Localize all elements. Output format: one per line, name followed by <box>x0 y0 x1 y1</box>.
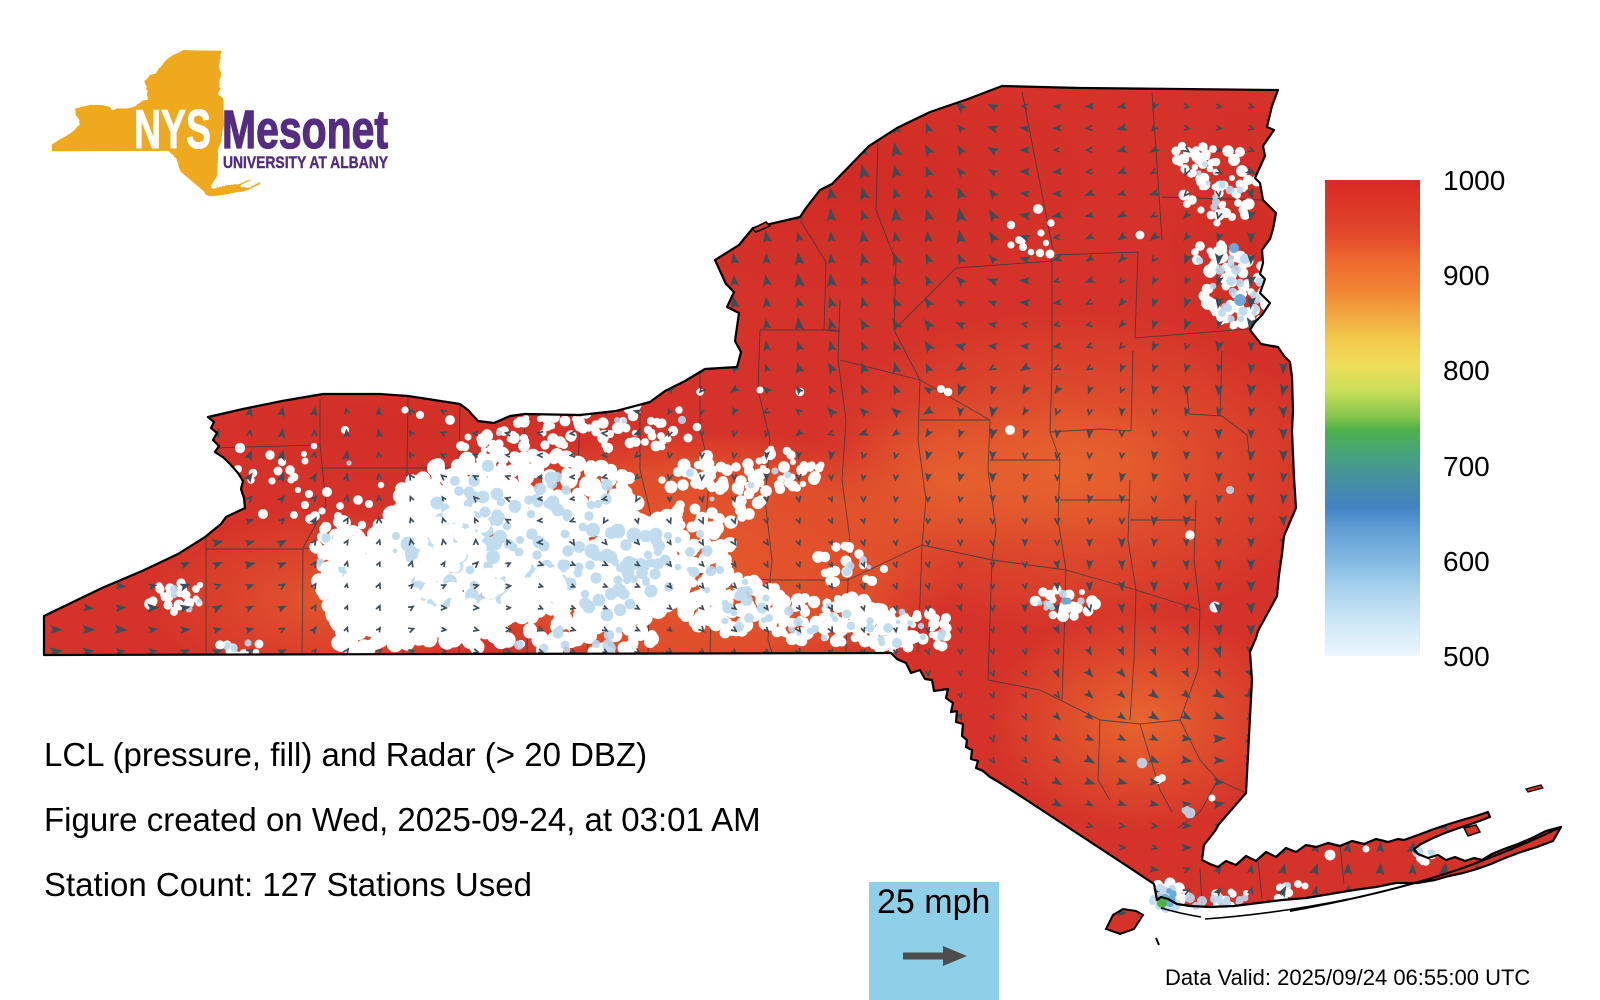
svg-text:Mesonet: Mesonet <box>222 100 388 160</box>
svg-text:800: 800 <box>1443 355 1490 386</box>
svg-text:Data Valid: 2025/09/24 06:55:0: Data Valid: 2025/09/24 06:55:00 UTC <box>1165 965 1530 990</box>
svg-text:1000: 1000 <box>1443 165 1505 196</box>
svg-text:NYS: NYS <box>134 98 211 160</box>
svg-text:UNIVERSITY AT ALBANY: UNIVERSITY AT ALBANY <box>223 154 388 172</box>
svg-text:Figure created on Wed, 2025-09: Figure created on Wed, 2025-09-24, at 03… <box>44 801 761 838</box>
svg-text:900: 900 <box>1443 260 1490 291</box>
svg-text:Station Count: 127 Stations Us: Station Count: 127 Stations Used <box>44 866 532 903</box>
svg-text:500: 500 <box>1443 641 1490 672</box>
svg-text:25 mph: 25 mph <box>877 883 990 921</box>
svg-text:600: 600 <box>1443 546 1490 577</box>
svg-text:700: 700 <box>1443 451 1490 482</box>
svg-text:LCL (pressure, fill) and Radar: LCL (pressure, fill) and Radar (> 20 DBZ… <box>44 736 647 773</box>
